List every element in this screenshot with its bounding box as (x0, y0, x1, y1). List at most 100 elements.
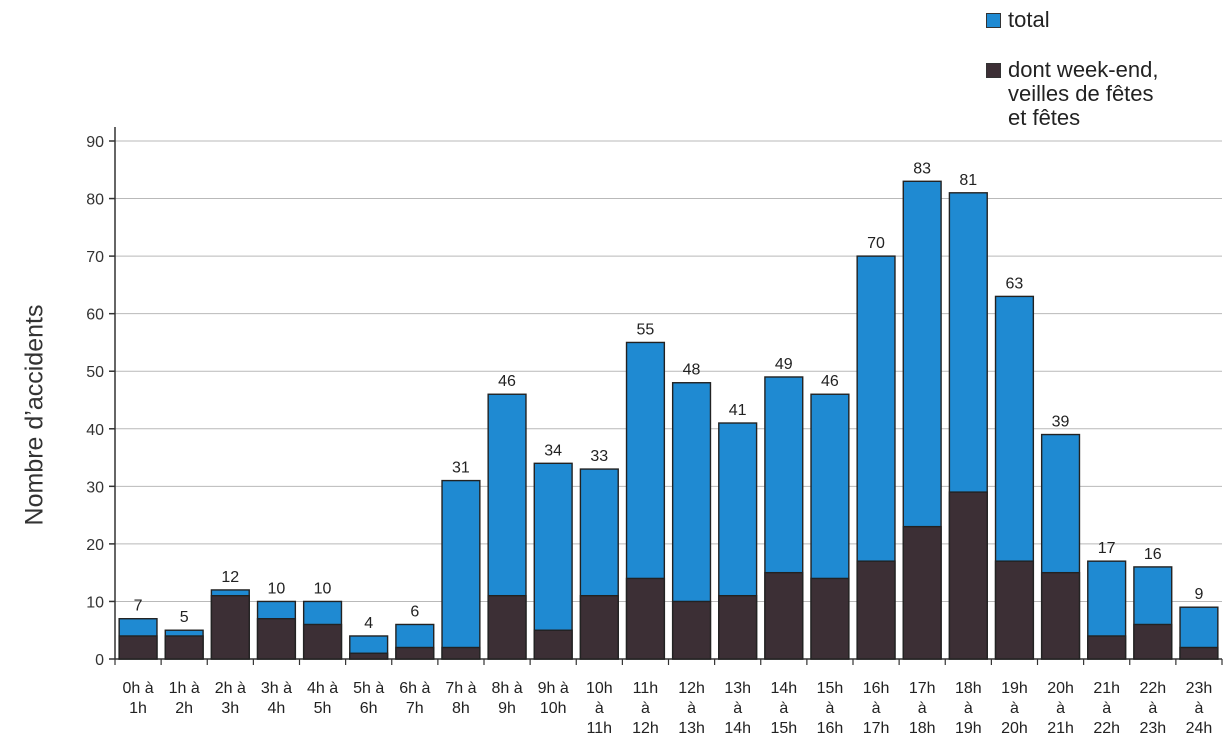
x-tick-label: 20h (1047, 680, 1074, 697)
data-label-total: 31 (452, 460, 470, 477)
x-tick-label: 21h (1093, 680, 1120, 697)
x-tick-label: 13h (724, 680, 751, 697)
data-label-total: 39 (1052, 414, 1070, 431)
bar-total (441, 479, 481, 660)
x-tick-label: 1h à (169, 680, 200, 697)
y-tick-label: 0 (95, 652, 104, 669)
x-tick-label: 20h (1001, 720, 1028, 737)
x-tick-label: 17h (863, 720, 890, 737)
x-tick-label: 10h (540, 700, 567, 717)
x-tick-label: 6h (360, 700, 378, 717)
x-tick-label: 4h (268, 700, 286, 717)
x-tick-label: à (918, 700, 927, 717)
bar-weekend (810, 577, 850, 660)
data-label-total: 5 (180, 609, 189, 626)
x-tick-label: 15h (770, 720, 797, 737)
x-tick-label: à (641, 700, 650, 717)
bar-weekend (1133, 623, 1173, 660)
bar-weekend (441, 646, 481, 660)
x-tick-label: à (1148, 700, 1157, 717)
bar-weekend (210, 594, 250, 660)
x-tick-label: 23h (1139, 720, 1166, 737)
data-label-total: 7 (134, 598, 143, 615)
x-tick-label: 18h (909, 720, 936, 737)
data-label-total: 33 (590, 448, 608, 465)
x-tick-label: 18h (955, 680, 982, 697)
x-tick-label: 2h (175, 700, 193, 717)
x-tick-label: 3h (221, 700, 239, 717)
x-tick-label: 8h à (491, 680, 522, 697)
legend-swatch-total-icon (986, 13, 1001, 28)
legend-swatch-weekend-icon (986, 63, 1001, 78)
legend: total dont week-end, veilles de fêtes et… (986, 8, 1158, 130)
data-label-total: 6 (410, 603, 419, 620)
x-tick-label: 19h (1001, 680, 1028, 697)
x-tick-label: 16h (863, 680, 890, 697)
data-label-total: 46 (821, 373, 839, 390)
x-tick-label: 24h (1186, 720, 1213, 737)
data-label-total: 9 (1194, 586, 1203, 603)
y-tick-label: 20 (86, 537, 104, 554)
legend-item-total: total (986, 8, 1158, 32)
y-tick-label: 90 (86, 134, 104, 151)
bar-weekend (349, 652, 389, 660)
data-label-total: 10 (314, 580, 332, 597)
x-tick-label: 22h (1093, 720, 1120, 737)
data-label-total: 4 (364, 615, 373, 632)
x-tick-label: 13h (678, 720, 705, 737)
bar-weekend (118, 635, 158, 660)
data-label-total: 49 (775, 356, 793, 373)
x-tick-label: 5h à (353, 680, 384, 697)
x-tick-label: 3h à (261, 680, 292, 697)
y-tick-label: 70 (86, 249, 104, 266)
bar-weekend (902, 525, 942, 660)
bar-weekend (302, 623, 343, 660)
x-tick-label: 7h à (445, 680, 476, 697)
bar-weekend (1179, 646, 1219, 660)
x-tick-label: 17h (909, 680, 936, 697)
data-label-total: 46 (498, 373, 516, 390)
bar-weekend (948, 491, 988, 660)
y-axis-label: Nombre d’accidents (20, 304, 49, 526)
x-tick-label: à (872, 700, 881, 717)
x-tick-label: 11h (633, 680, 659, 697)
y-tick-label: 10 (86, 594, 104, 611)
x-tick-label: à (687, 700, 696, 717)
x-tick-label: 5h (314, 700, 332, 717)
bar-weekend (625, 577, 666, 660)
x-tick-label: 19h (955, 720, 982, 737)
bar-weekend (487, 594, 527, 660)
x-tick-label: à (779, 700, 788, 717)
x-tick-label: à (825, 700, 834, 717)
bar-weekend (164, 635, 204, 660)
x-tick-label: 14h (724, 720, 751, 737)
x-tick-label: 0h à (122, 680, 153, 697)
x-tick-label: 8h (452, 700, 470, 717)
x-tick-label: 15h (817, 680, 844, 697)
x-tick-label: 4h à (307, 680, 338, 697)
bar-weekend (1087, 635, 1127, 660)
y-tick-label: 80 (86, 192, 104, 209)
data-label-total: 83 (913, 160, 931, 177)
bar-total (533, 462, 573, 660)
x-tick-label: 12h (678, 680, 705, 697)
data-label-total: 10 (268, 580, 286, 597)
data-label-total: 55 (637, 321, 655, 338)
x-tick-label: 14h (770, 680, 797, 697)
data-label-total: 41 (729, 402, 747, 419)
legend-label-total: total (1008, 7, 1050, 32)
x-tick-label: 11h (587, 720, 613, 737)
x-tick-label: 16h (817, 720, 844, 737)
x-tick-label: 9h à (538, 680, 569, 697)
data-label-total: 12 (221, 569, 239, 586)
x-tick-label: 7h (406, 700, 424, 717)
x-tick-label: 9h (498, 700, 516, 717)
x-tick-label: 22h (1139, 680, 1166, 697)
y-tick-label: 40 (86, 422, 104, 439)
x-tick-label: 10h (586, 680, 613, 697)
x-tick-label: à (733, 700, 742, 717)
bar-weekend (579, 594, 619, 660)
x-tick-label: 12h (632, 720, 659, 737)
data-label-total: 34 (544, 442, 562, 459)
